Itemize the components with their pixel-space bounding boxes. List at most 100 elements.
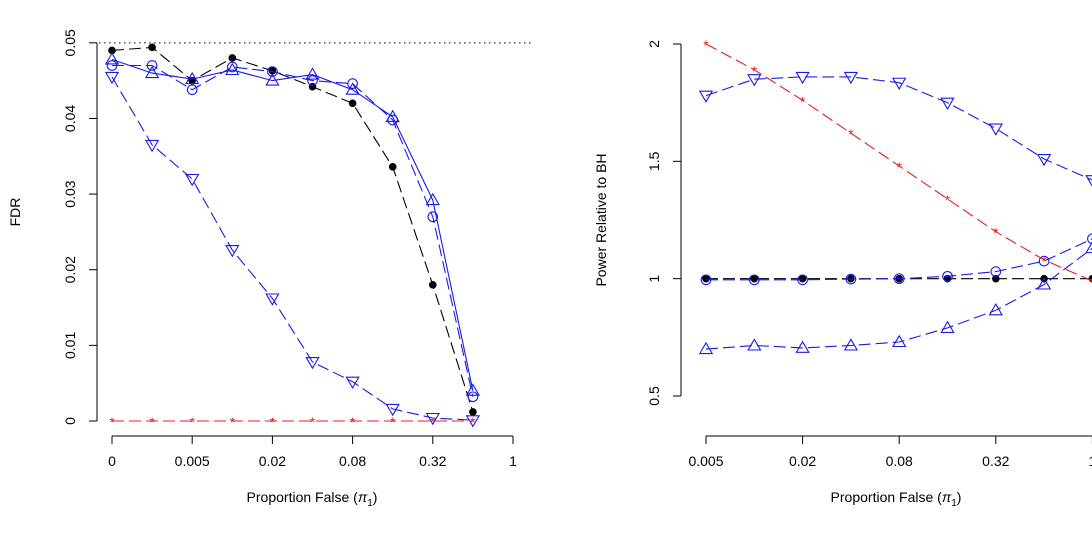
x-tick-label: 0.08 (339, 453, 366, 469)
point-triangle-up (465, 383, 481, 396)
point-star: * (752, 63, 758, 79)
point-triangle-up (747, 338, 762, 351)
point-triangle-down (892, 77, 907, 91)
point-circle (347, 78, 358, 90)
point-star: * (350, 414, 356, 430)
point-triangle-down (185, 173, 200, 187)
point-triangle-up (104, 52, 120, 65)
x-label-text: Proportion False ( (247, 489, 359, 505)
x-tick-label: 0.02 (789, 453, 816, 469)
point-triangle-up (795, 340, 810, 353)
point-star: * (896, 159, 902, 175)
point-star: * (993, 225, 999, 241)
point-triangle-up (265, 73, 280, 86)
x-tick-label: 1 (1089, 453, 1092, 469)
point-star: * (703, 37, 709, 53)
point-triangle-up (185, 71, 200, 85)
y-tick-label: 2 (646, 40, 662, 48)
point-triangle-up (425, 192, 440, 206)
x-label-symbol: π (942, 489, 952, 505)
point-star: * (470, 414, 476, 430)
point-star: * (1041, 253, 1047, 269)
point-circle (427, 211, 439, 223)
point-dot (148, 43, 156, 52)
point-star: * (230, 414, 236, 430)
point-triangle-down (345, 376, 360, 389)
point-dot (469, 408, 477, 416)
series-line-triangle-down (705, 76, 1092, 181)
point-dot (228, 54, 237, 62)
point-circle (748, 274, 760, 286)
y-tick-label: 0.04 (62, 105, 78, 132)
point-star: * (270, 414, 276, 430)
point-triangle-down (843, 71, 859, 85)
plot-area: ********** (698, 37, 1092, 355)
point-dot (388, 163, 397, 171)
point-star: * (189, 414, 195, 430)
x-axis-label: Proportion False (π1) (247, 489, 378, 509)
point-triangle-down (144, 139, 160, 153)
point-triangle-up (305, 67, 320, 80)
y-tick-label: 1.5 (646, 151, 662, 171)
point-circle (990, 266, 1002, 277)
point-triangle-up (345, 82, 360, 95)
point-circle (700, 274, 712, 286)
point-star: * (390, 414, 396, 430)
point-circle (845, 273, 857, 285)
point-dot (348, 99, 357, 108)
point-circle (942, 270, 953, 282)
point-circle (1087, 233, 1092, 245)
point-dot (798, 274, 807, 283)
x-label-subscript: 1 (951, 498, 957, 509)
point-star: * (848, 126, 854, 142)
x-label-text: Proportion False ( (831, 489, 943, 505)
point-triangle-down (940, 97, 955, 110)
y-axis-label: FDR (7, 198, 23, 227)
x-label-subscript: 1 (367, 498, 373, 509)
point-star: * (945, 192, 951, 208)
y-tick-label: 0.5 (646, 386, 662, 406)
point-triangle-down (795, 71, 810, 85)
point-triangle-up (1085, 241, 1092, 254)
series-line-triangle-up (111, 58, 474, 391)
point-triangle-down (1036, 153, 1052, 167)
x-axis-label: Proportion False (π1) (831, 489, 962, 509)
point-triangle-down (425, 412, 440, 426)
x-label-close: ) (373, 489, 378, 505)
point-star: * (149, 414, 155, 430)
point-star: * (310, 414, 316, 430)
x-tick-label: 0.08 (886, 453, 913, 469)
x-tick-label: 0.32 (982, 453, 1009, 469)
point-circle (226, 61, 238, 73)
point-triangle-down (225, 245, 240, 258)
point-dot (702, 274, 710, 283)
fdr-panel: 0 0.01 0.02 0.03 0.04 0.05 0 0.005 0.02 0.08 0.32 1… (7, 29, 533, 509)
plot-area: ********** (104, 43, 481, 430)
x-tick-label: 0.02 (259, 453, 286, 469)
point-triangle-down (385, 403, 400, 417)
point-triangle-up (843, 338, 859, 351)
x-tick-label: 1 (509, 453, 517, 469)
point-triangle-up (698, 341, 714, 355)
point-circle (1038, 255, 1050, 267)
point-triangle-up (1036, 277, 1052, 290)
series-line-triangle-up (705, 247, 1092, 350)
power-panel: 0.5 1 1.5 2 0.005 0.02 0.08 0.32 1 Power Relative… (593, 37, 1092, 509)
x-label-symbol: π (358, 489, 368, 505)
point-triangle-down (988, 123, 1003, 136)
point-triangle-down (305, 356, 320, 370)
point-triangle-up (940, 320, 955, 333)
y-tick-label: 0.03 (62, 180, 78, 207)
series-line-star (705, 43, 1092, 282)
series-line-triangle-down (111, 76, 473, 421)
x-label-close: ) (957, 489, 962, 505)
point-triangle-down (698, 90, 714, 103)
series-line-dot (111, 46, 474, 413)
y-axis-label: Power Relative to BH (593, 153, 609, 286)
point-circle (267, 66, 278, 77)
x-tick-label: 0.005 (175, 453, 210, 469)
point-star: * (430, 414, 436, 430)
point-triangle-down (1085, 175, 1092, 187)
point-circle (146, 60, 158, 71)
